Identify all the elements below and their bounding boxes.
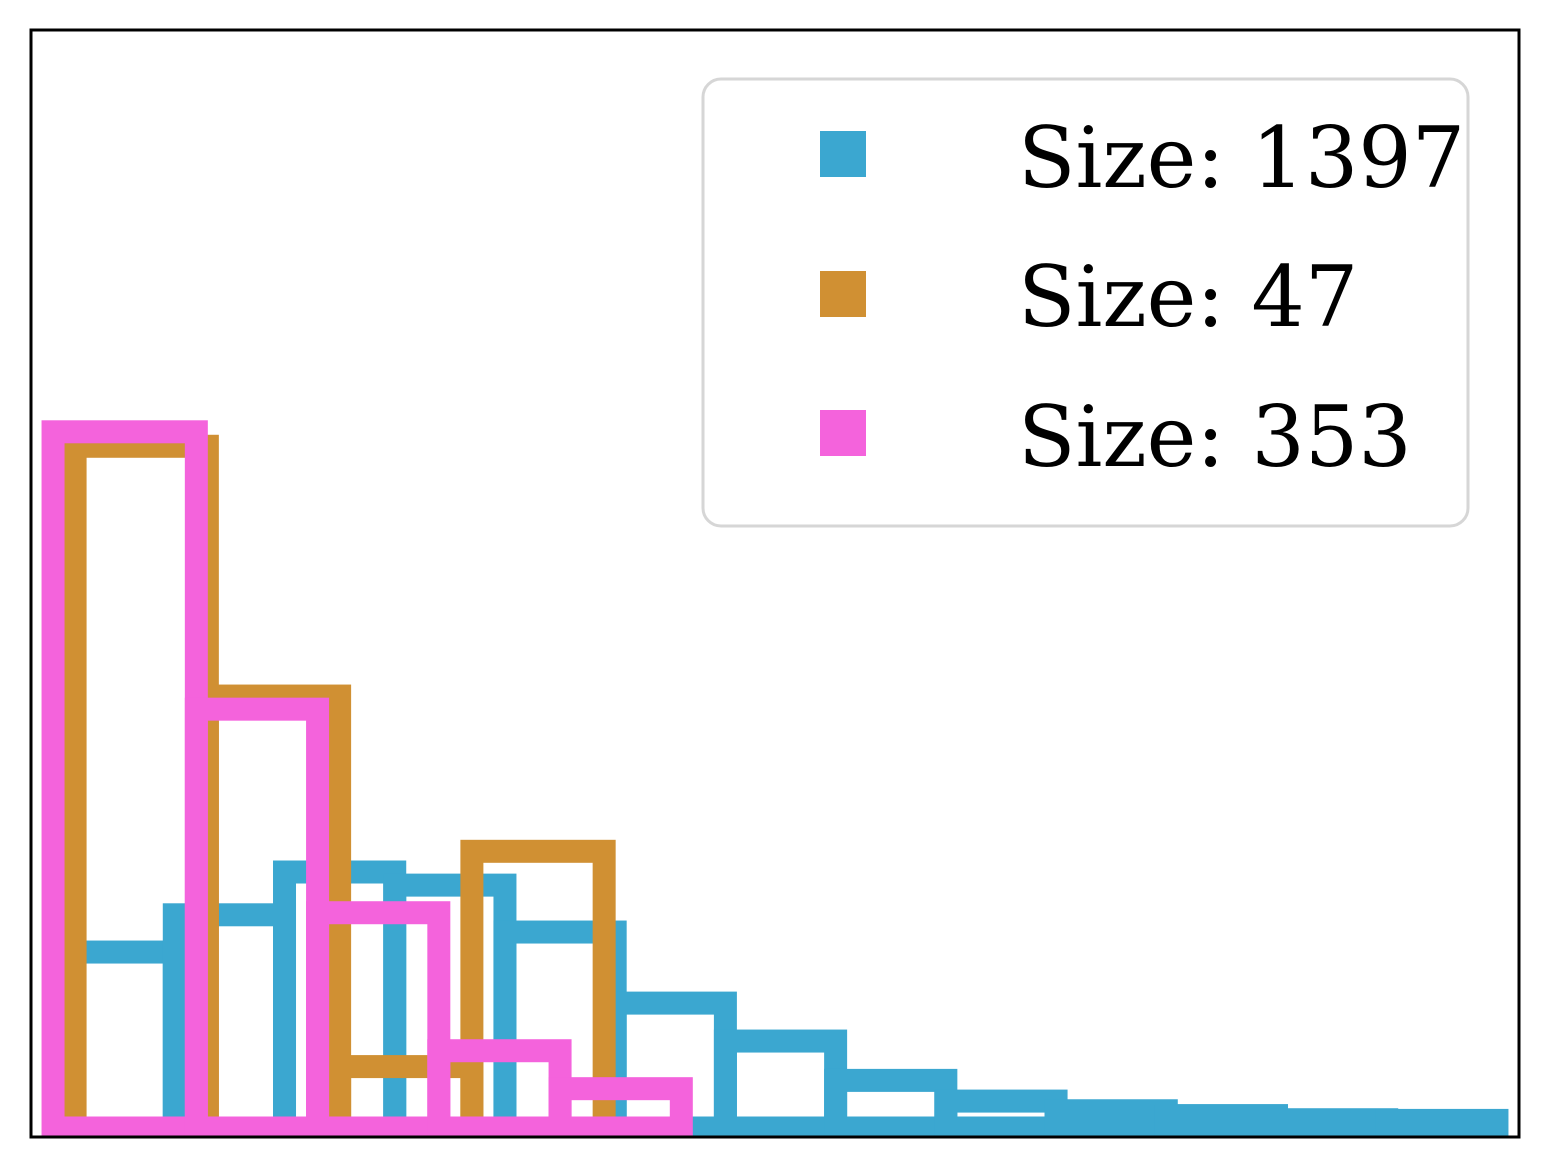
legend-swatch-1 [820, 131, 866, 177]
histogram-bar [306, 901, 451, 1137]
legend-entry-2: Size: 47 [820, 248, 1358, 346]
histogram-bar [824, 1068, 958, 1137]
histogram-bar [713, 1029, 848, 1137]
histogram-bar [1044, 1099, 1178, 1137]
legend-entry-3: Size: 353 [820, 388, 1412, 486]
legend-box [701, 77, 1470, 528]
histogram-bar [1154, 1104, 1289, 1137]
histogram-bar [1375, 1108, 1509, 1137]
legend-swatch-2 [820, 271, 866, 317]
legend-entry-1: Size: 1397 [820, 109, 1465, 207]
legend-label-2: Size: 47 [1018, 248, 1358, 346]
histogram-series-2 [63, 434, 616, 1137]
legend-swatch-3 [820, 410, 866, 456]
histogram-bar [1265, 1108, 1399, 1137]
plot-frame [29, 28, 1521, 1139]
legend: Size: 1397 Size: 47 Size: 353 [701, 77, 1470, 528]
legend-label-3: Size: 353 [1018, 388, 1412, 486]
histogram-series-layer [41, 420, 1509, 1137]
histogram-series-1 [52, 860, 1509, 1137]
legend-label-1: Size: 1397 [1018, 109, 1465, 207]
histogram-bar [548, 1077, 693, 1137]
histogram-bar [934, 1089, 1068, 1137]
histogram-series-3 [41, 420, 693, 1137]
